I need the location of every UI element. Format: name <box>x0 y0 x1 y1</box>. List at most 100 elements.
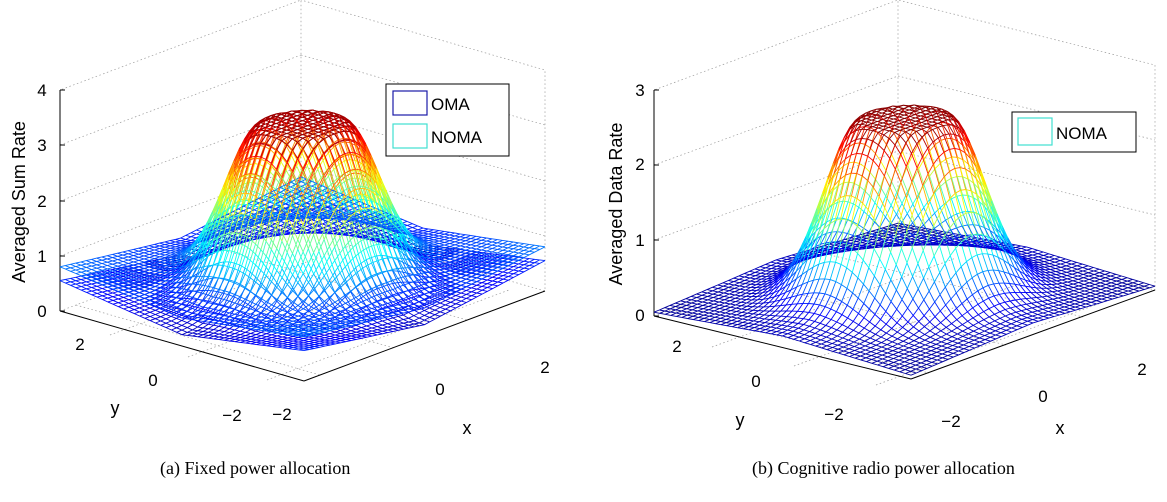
surface-mesh-line <box>298 344 304 347</box>
surface-mesh-line <box>234 329 241 332</box>
surface-mesh-line <box>255 331 262 336</box>
surface-mesh-line <box>339 279 346 287</box>
surface-mesh-line <box>75 280 82 284</box>
surface-mesh-line <box>86 280 92 283</box>
surface-mesh-line <box>418 312 425 316</box>
surface-mesh-line <box>387 321 394 325</box>
surface-mesh-line <box>277 333 283 337</box>
surface-mesh-line <box>266 337 273 340</box>
surface-mesh-line <box>397 316 404 320</box>
surface-mesh-line <box>508 265 514 268</box>
surface-mesh-line <box>102 286 108 289</box>
surface-mesh-line <box>439 302 446 306</box>
surface-mesh-line <box>377 326 383 329</box>
surface-mesh-line <box>250 337 257 340</box>
surface-mesh-line <box>277 341 283 344</box>
surface-mesh-line <box>213 333 220 337</box>
surface-mesh-line <box>502 268 509 273</box>
surface-mesh-line <box>534 263 541 267</box>
surface-mesh-line <box>240 337 246 341</box>
surface-mesh-line <box>181 329 188 333</box>
surface-mesh-line <box>292 339 299 342</box>
surface-mesh-line <box>497 277 504 280</box>
surface-mesh-line <box>128 268 134 272</box>
surface-mesh-line <box>243 149 250 168</box>
surface-mesh-line <box>377 330 383 333</box>
surface-mesh-line <box>240 335 246 338</box>
surface-mesh-line <box>86 290 92 293</box>
surface-mesh-line <box>355 328 362 332</box>
surface-mesh-line <box>445 301 451 306</box>
surface-mesh-line <box>455 296 462 301</box>
surface-mesh-line <box>155 322 161 326</box>
surface-mesh-line <box>165 320 172 324</box>
surface-mesh-line <box>518 263 524 266</box>
surface-mesh-line <box>345 335 352 338</box>
surface-mesh-line <box>86 287 92 290</box>
surface-mesh-line <box>350 330 357 333</box>
surface-mesh-line <box>429 292 435 297</box>
surface-mesh-line <box>513 270 519 275</box>
surface-mesh-line <box>382 326 388 329</box>
surface-mesh-line <box>408 324 415 328</box>
surface-mesh-line <box>345 330 352 333</box>
surface-mesh-line <box>202 278 209 281</box>
surface-mesh-line <box>508 268 514 271</box>
surface-mesh-line <box>293 347 299 350</box>
surface-mesh-line <box>408 298 415 305</box>
surface-mesh-line <box>460 300 467 303</box>
surface-mesh-line <box>366 323 372 327</box>
surface-mesh-line <box>271 342 278 345</box>
panel-a: 0 1 2 3 4 2 0 −2 −2 0 2 Averaged Sum Rat… <box>9 0 550 438</box>
surface-mesh-line <box>203 334 209 338</box>
surface-mesh-line <box>80 279 87 283</box>
surface-mesh-line <box>387 328 394 331</box>
surface-mesh-line <box>176 322 183 326</box>
surface-mesh-line <box>392 325 399 329</box>
surface-mesh-line <box>497 271 504 276</box>
surface-mesh-line <box>424 314 430 318</box>
surface-mesh-line <box>387 325 394 328</box>
surface-mesh-line <box>486 250 493 253</box>
surface-mesh-line <box>392 320 399 323</box>
surface-mesh-line <box>282 342 289 345</box>
surface-mesh-line <box>471 291 477 294</box>
surface-mesh-line <box>123 303 129 306</box>
surface-mesh-line <box>481 282 488 285</box>
surface-mesh-line <box>260 300 267 306</box>
surface-mesh-line <box>187 327 193 331</box>
surface-mesh-line <box>323 266 330 281</box>
surface-mesh-line <box>450 303 457 307</box>
surface-mesh-line <box>65 279 71 283</box>
surface-mesh-line <box>382 327 388 331</box>
surface-mesh-line <box>80 277 87 280</box>
surface-mesh-line <box>303 349 310 352</box>
surface-mesh-line <box>355 327 362 330</box>
surface-mesh-line <box>275 161 282 179</box>
surface-mesh-line <box>261 343 267 346</box>
surface-mesh-line <box>402 271 409 283</box>
surface-mesh-line <box>329 331 336 335</box>
surface-mesh-line <box>502 271 509 274</box>
surface-mesh-line <box>406 220 413 225</box>
surface-mesh-line <box>81 289 87 293</box>
surface-mesh-line <box>319 341 325 344</box>
surface-mesh-line <box>296 152 303 167</box>
surface-mesh-line <box>144 317 151 322</box>
surface-mesh-line <box>70 283 76 286</box>
surface-mesh-line <box>471 279 478 283</box>
surface-mesh-line <box>301 165 308 178</box>
surface-mesh-line <box>398 324 404 327</box>
surface-mesh-line <box>80 282 87 286</box>
surface-mesh-line <box>102 297 108 300</box>
surface-mesh-line <box>234 334 241 338</box>
surface-mesh-line <box>492 274 498 278</box>
surface-mesh-line <box>102 293 108 297</box>
surface-mesh-line <box>171 329 177 333</box>
surface-mesh-line <box>335 335 341 338</box>
surface-mesh-line <box>143 273 150 277</box>
surface-mesh-line <box>128 299 135 303</box>
surface-mesh-line <box>413 312 420 317</box>
surface-mesh-line <box>277 338 283 342</box>
surface-mesh-line <box>144 311 151 315</box>
